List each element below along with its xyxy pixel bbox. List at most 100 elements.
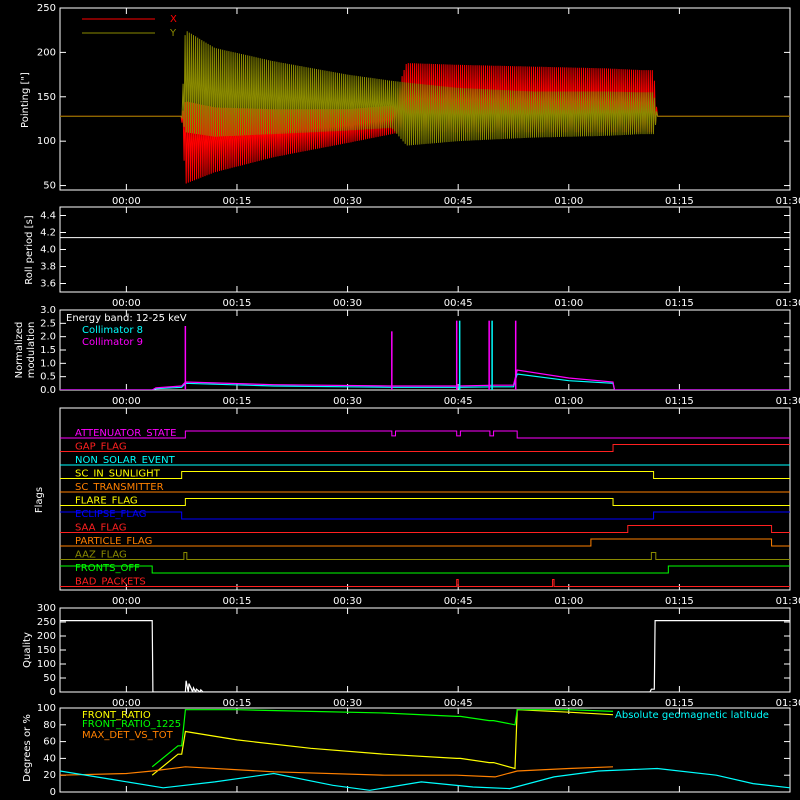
x-tick-label: 01:00 [554,196,583,207]
y-tick-label: 1.5 [40,345,56,356]
flags-ylabel: Flags [34,487,45,513]
x-tick-label: 01:15 [665,396,694,407]
y-tick-label: 50 [43,181,56,192]
flag-line-saa_flag [60,525,790,533]
flag-label: ATTENUATOR_STATE [75,428,176,439]
x-tick-label: 00:45 [444,698,473,709]
flag-label: ECLIPSE_FLAG [75,509,146,520]
x-tick-label: 00:30 [333,396,362,407]
legend-front-ratio: FRONT_RATIO [82,710,151,721]
legend-max-det: MAX_DET_VS_TOT [82,730,174,741]
y-tick-label: 40 [43,753,56,764]
flag-label: AAZ_FLAG [75,550,127,561]
geomag-annotation: Absolute geomagnetic latitude [615,710,769,721]
flag-line-bad_packets [60,579,790,587]
series-1-line [60,369,790,390]
flag-label: GAP_FLAG [75,442,127,453]
plot-area-2 [60,320,790,390]
y-tick-label: 4.2 [40,228,56,239]
x-tick-label: 00:45 [444,396,473,407]
y-tick-label: 2.5 [40,318,56,329]
y-tick-label: 3.8 [40,262,56,273]
x-tick-label: 01:30 [776,298,800,309]
x-tick-label: 00:30 [333,298,362,309]
flag-label: SAA_FLAG [75,523,126,534]
plot-area-3: ATTENUATOR_STATE GAP_FLAG NON_SOLAR_EVENT S… [60,428,790,588]
flags-panel: Flags 00:00 00:15 00:30 00:45 01:00 01:15 01:3… [34,407,800,607]
y-tick-label: 0 [50,687,56,698]
y-tick-label: 3.0 [40,305,56,316]
plot-frame-0 [59,7,791,191]
x-tick-label: 00:00 [112,596,141,607]
x-tick-label: 01:30 [776,396,800,407]
y-tick-label: 300 [37,603,56,614]
x-tick-label: 01:15 [665,298,694,309]
x-tick-label: 00:45 [444,298,473,309]
x-tick-label: 00:15 [223,596,252,607]
legend-y-label: Y [169,28,177,39]
y-tick-label: 250 [37,3,56,14]
x-tick-label: 00:15 [223,298,252,309]
energy-band-annotation: Energy band: 12-25 keV [66,313,187,324]
y-tick-label: 200 [37,631,56,642]
y-tick-label: 2.0 [40,332,56,343]
flag-label: SC_IN_SUNLIGHT [75,469,161,480]
y-tick-label: 50 [43,673,56,684]
x-tick-label: 01:15 [665,196,694,207]
series-y-line [60,31,790,146]
pointing-ylabel: Pointing ["] [20,72,31,128]
y-tick-label: 60 [43,737,56,748]
legend-front-ratio-1225: FRONT_RATIO_1225 [82,719,181,730]
x-tick-label: 01:30 [776,596,800,607]
plot-frame-3 [59,407,791,591]
plot-frame-5 [59,707,791,793]
legend-collimator8: Collimator 8 [82,325,143,336]
y-tick-label: 0 [50,787,56,798]
flag-line-fronts_off [60,565,790,574]
x-tick-label: 00:00 [112,196,141,207]
x-tick-label: 01:00 [554,298,583,309]
x-tick-label: 01:00 [554,596,583,607]
plot-area-5 [60,709,790,791]
legend-collimator9: Collimator 9 [82,337,143,348]
modulation-panel: Energy band: 12-25 keV Collimator 8 Coll… [14,305,800,407]
roll-panel: Roll period [s] 00:00 00:15 00:30 00:45 01:0… [24,206,800,309]
series-0-line [60,619,790,692]
x-tick-label: 00:00 [112,698,141,709]
plot-area-4 [60,619,790,692]
modulation-ylabel-line1: Normalized [14,322,25,379]
y-tick-label: 0.0 [40,385,56,396]
x-tick-label: 00:30 [333,196,362,207]
x-tick-label: 01:00 [554,396,583,407]
y-tick-label: 4.0 [40,245,56,256]
series-1-line [151,709,614,768]
flag-line-aaz_flag [60,552,790,560]
pointing-panel: X Y Pointing ["] 00:00 00:15 00:30 00:45 01:… [20,3,800,207]
flag-line-attenuator_state [60,430,790,439]
y-tick-label: 80 [43,720,56,731]
x-tick-label: 00:00 [112,298,141,309]
x-tick-label: 01:00 [554,698,583,709]
x-tick-label: 00:15 [223,196,252,207]
y-tick-label: 20 [43,770,56,781]
flag-label: NON_SOLAR_EVENT [75,455,176,466]
ratios-panel: FRONT_RATIO FRONT_RATIO_1225 MAX_DET_VS_… [22,703,791,798]
y-tick-label: 100 [37,703,56,714]
x-tick-label: 00:15 [223,396,252,407]
flag-label: FRONTS_OFF [75,563,140,574]
x-tick-label: 00:15 [223,698,252,709]
x-tick-label: 01:15 [665,698,694,709]
modulation-ylabel-line2: modulation [26,322,37,379]
y-tick-label: 1.0 [40,358,56,369]
x-tick-label: 01:15 [665,596,694,607]
y-tick-label: 200 [37,47,56,58]
y-tick-label: 150 [37,645,56,656]
y-tick-label: 0.5 [40,372,56,383]
plot-area-0 [60,31,790,184]
flag-label: FLARE_FLAG [75,496,138,507]
legend-x-label: X [170,14,177,25]
flag-line-gap_flag [60,444,790,452]
x-tick-label: 01:30 [776,698,800,709]
